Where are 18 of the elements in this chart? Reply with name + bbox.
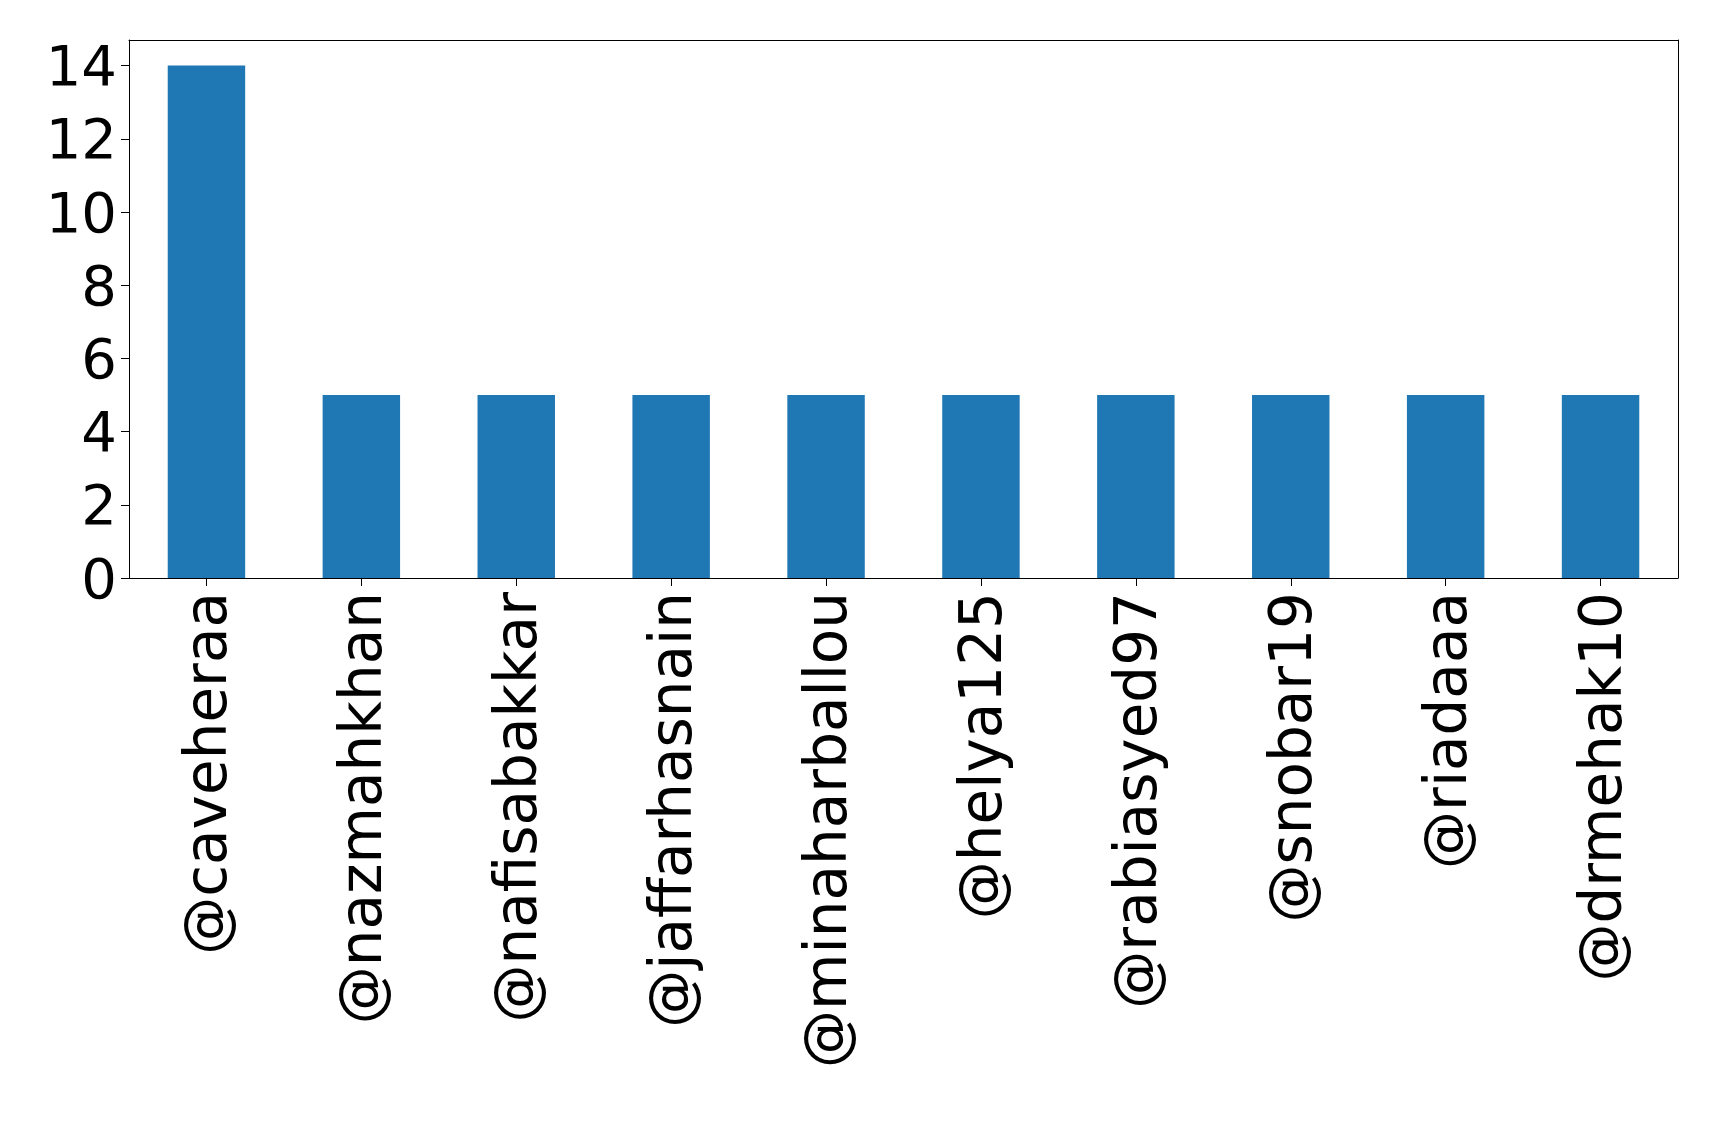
x-tick-label: @caveheraa xyxy=(172,592,241,955)
x-tick-label: @minaharballou xyxy=(792,592,861,1068)
y-tick-label: 14 xyxy=(45,33,117,99)
y-tick-label: 2 xyxy=(81,472,117,538)
x-tick-label: @helya125 xyxy=(946,592,1015,920)
y-tick-label: 0 xyxy=(81,545,117,611)
x-tick-label: @jaffarhasnain xyxy=(637,592,706,1028)
x-tick-label: @nazmahkhan xyxy=(327,592,396,1025)
x-tick-label: @drmehak10 xyxy=(1566,592,1635,982)
y-tick-label: 8 xyxy=(81,252,117,318)
x-tick-label: @rabiasyed97 xyxy=(1101,592,1170,1009)
y-tick-label: 6 xyxy=(81,325,117,391)
x-tick-label: @snobar19 xyxy=(1256,592,1325,923)
x-tick-label: @riadaaa xyxy=(1411,592,1480,869)
y-tick-label: 4 xyxy=(81,399,117,465)
x-tick-label: @nafisabakkar xyxy=(482,591,551,1023)
y-tick-label: 10 xyxy=(45,179,117,245)
y-tick-label: 12 xyxy=(45,106,117,172)
